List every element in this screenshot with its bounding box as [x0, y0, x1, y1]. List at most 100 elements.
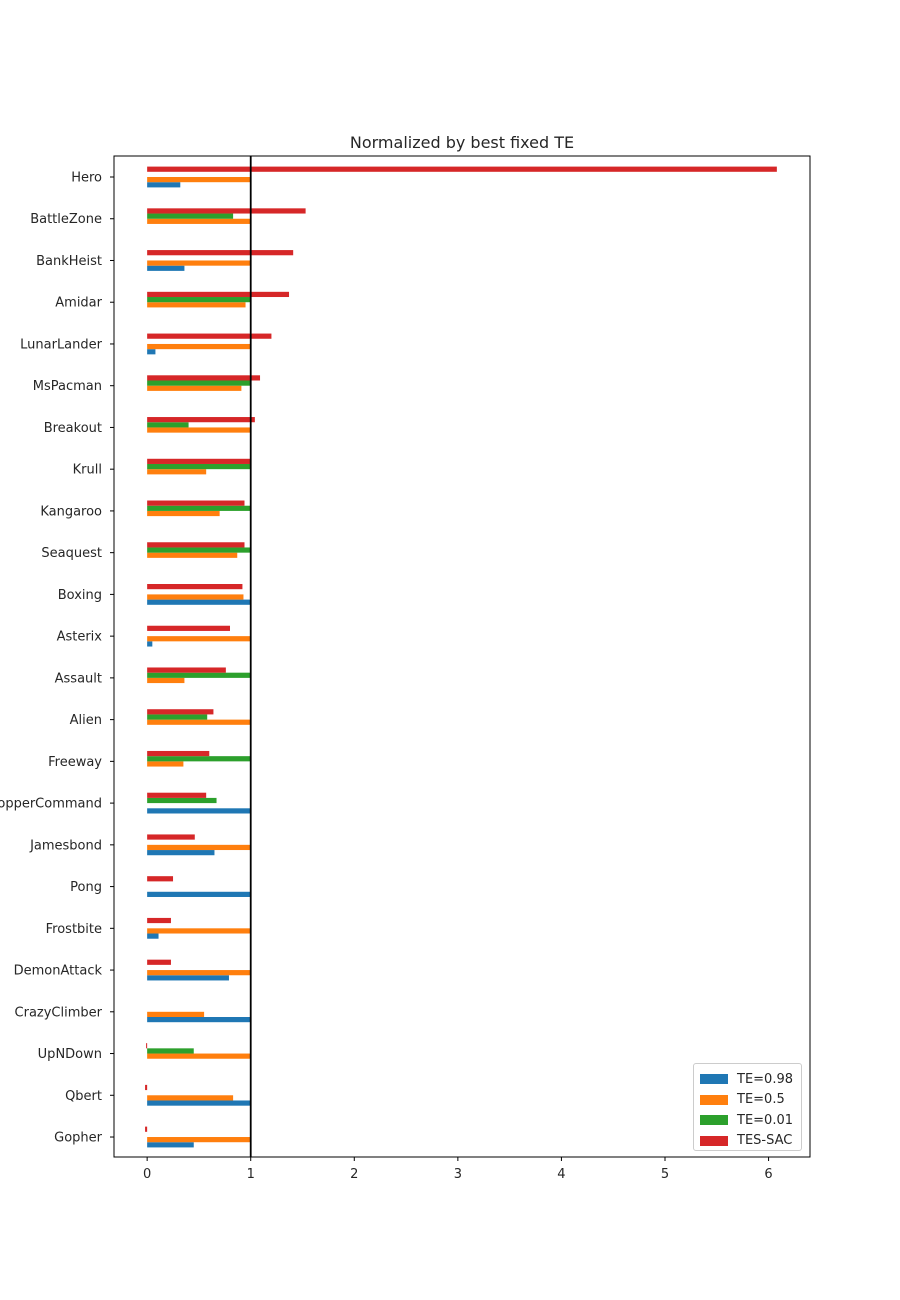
bar-tes-sac-mspacman — [147, 375, 261, 381]
bar-te-0-01-upndown — [147, 1048, 194, 1054]
legend-label-te-001: TE=0.01 — [737, 1112, 793, 1128]
bar-tes-sac-breakout — [147, 417, 255, 423]
y-tick-label-lunarlander: LunarLander — [20, 337, 103, 352]
legend-item-te-001: TE=0.01 — [700, 1110, 801, 1131]
bar-te-0-5-frostbite — [147, 928, 251, 934]
bar-tes-sac-hero — [147, 166, 777, 172]
y-tick-label-qbert: Qbert — [65, 1089, 102, 1104]
bar-te-0-01-choppercommand — [147, 797, 217, 804]
y-tick-label-choppercommand: ChopperCommand — [0, 797, 102, 812]
bar-tes-sac-bankheist — [147, 250, 294, 256]
bar-te-0-5-upndown — [147, 1053, 251, 1059]
bar-tes-sac-jamesbond — [147, 834, 195, 840]
y-tick-label-boxing: Boxing — [58, 588, 102, 603]
legend-label-te-098: TE=0.98 — [737, 1071, 793, 1087]
legend-swatch-te-098 — [700, 1074, 728, 1085]
y-tick-label-pong: Pong — [70, 880, 102, 895]
bar-te-0-5-kangaroo — [147, 510, 220, 517]
bar-tes-sac-frostbite — [147, 917, 171, 924]
bar-te-0-98-gopher — [147, 1142, 194, 1148]
bar-te-0-01-freeway — [147, 756, 251, 762]
bar-te-0-01-assault — [147, 672, 251, 678]
bar-te-0-5-alien — [147, 719, 251, 725]
plot-frame — [113, 155, 811, 1158]
x-tick-label-5: 5 — [661, 1167, 669, 1182]
bar-te-0-98-crazyclimber — [147, 1017, 251, 1023]
chart-title: Normalized by best fixed TE — [350, 133, 574, 152]
bar-te-0-5-hero — [147, 177, 251, 183]
bar-te-0-01-battlezone — [147, 213, 234, 219]
legend-swatch-tes-sac — [700, 1135, 728, 1146]
bar-te-0-98-hero — [147, 182, 181, 188]
bar-tes-sac-krull — [147, 458, 251, 464]
bar-tes-sac-demonattack — [147, 959, 171, 965]
x-tick-label-4: 4 — [557, 1167, 565, 1182]
y-tick-label-bankheist: BankHeist — [36, 254, 102, 269]
y-axis: Hero BattleZone BankHeist Amidar LunarLander… — [0, 171, 114, 1146]
bar-te-0-5-jamesbond — [147, 844, 251, 851]
bar-te-0-5-mspacman — [147, 385, 242, 391]
x-tick-label-6: 6 — [764, 1167, 772, 1182]
y-tick-label-upndown: UpNDown — [38, 1047, 102, 1062]
bar-te-0-98-choppercommand — [147, 808, 251, 814]
bar-te-0-5-demonattack — [147, 970, 251, 976]
bar-te-0-98-asterix — [147, 641, 153, 647]
bar-te-0-01-krull — [147, 463, 251, 470]
bars — [145, 166, 777, 1148]
x-tick-label-0: 0 — [143, 1167, 151, 1182]
bar-te-0-5-boxing — [147, 594, 244, 600]
x-tick-label-3: 3 — [454, 1167, 462, 1182]
y-tick-label-hero: Hero — [71, 171, 102, 186]
y-tick-label-freeway: Freeway — [48, 755, 102, 770]
bar-te-0-01-alien — [147, 714, 208, 720]
y-tick-label-gopher: Gopher — [54, 1131, 103, 1146]
bar-te-0-5-seaquest — [147, 552, 238, 558]
legend-item-te-05: TE=0.5 — [700, 1090, 801, 1111]
bar-tes-sac-pong — [147, 876, 174, 882]
legend-swatch-te-001 — [700, 1115, 728, 1126]
y-tick-label-seaquest: Seaquest — [41, 546, 102, 561]
bar-tes-sac-asterix — [147, 625, 230, 631]
bar-tes-sac-upndown — [146, 1043, 148, 1049]
bar-te-0-5-bankheist — [147, 260, 251, 266]
bar-te-0-5-asterix — [147, 636, 251, 642]
x-tick-label-2: 2 — [350, 1167, 358, 1182]
bar-te-0-5-crazyclimber — [147, 1011, 205, 1017]
bar-tes-sac-boxing — [147, 584, 243, 590]
bar-te-0-5-lunarlander — [147, 343, 251, 350]
legend-item-tes-sac: TES-SAC — [700, 1131, 801, 1152]
y-tick-label-frostbite: Frostbite — [46, 922, 102, 937]
x-axis: 0 1 2 3 4 5 6 — [143, 1157, 773, 1182]
bar-te-0-5-gopher — [147, 1137, 251, 1143]
bar-te-0-98-demonattack — [147, 975, 229, 981]
bar-te-0-5-krull — [147, 469, 207, 475]
bar-te-0-5-battlezone — [147, 218, 251, 224]
bar-te-0-01-seaquest — [147, 547, 251, 553]
y-tick-label-alien: Alien — [70, 713, 102, 728]
bar-tes-sac-assault — [147, 667, 226, 673]
x-tick-label-1: 1 — [247, 1167, 255, 1182]
bar-te-0-5-breakout — [147, 427, 251, 433]
y-tick-label-demonattack: DemonAttack — [14, 964, 103, 979]
y-tick-label-crazyclimber: CrazyClimber — [15, 1005, 103, 1020]
y-tick-label-mspacman: MsPacman — [33, 379, 102, 394]
bar-te-0-98-qbert — [147, 1100, 251, 1106]
bar-tes-sac-kangaroo — [147, 500, 245, 506]
y-tick-label-amidar: Amidar — [55, 296, 102, 311]
bar-te-0-01-breakout — [147, 422, 189, 428]
y-tick-label-battlezone: BattleZone — [30, 212, 102, 227]
y-tick-label-jamesbond: Jamesbond — [29, 838, 102, 853]
y-tick-label-asterix: Asterix — [57, 630, 103, 645]
bar-te-0-98-jamesbond — [147, 850, 215, 856]
bar-tes-sac-choppercommand — [147, 792, 207, 798]
y-tick-label-kangaroo: Kangaroo — [40, 504, 102, 519]
bar-te-0-98-pong — [147, 891, 251, 897]
legend-label-te-05: TE=0.5 — [737, 1092, 785, 1108]
legend-item-te-098: TE=0.98 — [700, 1069, 801, 1090]
bar-te-0-01-amidar — [147, 297, 251, 303]
legend-label-tes-sac: TES-SAC — [737, 1133, 793, 1149]
bar-te-0-98-lunarlander — [147, 349, 156, 355]
bar-tes-sac-seaquest — [147, 542, 245, 548]
bar-tes-sac-qbert — [145, 1084, 148, 1091]
